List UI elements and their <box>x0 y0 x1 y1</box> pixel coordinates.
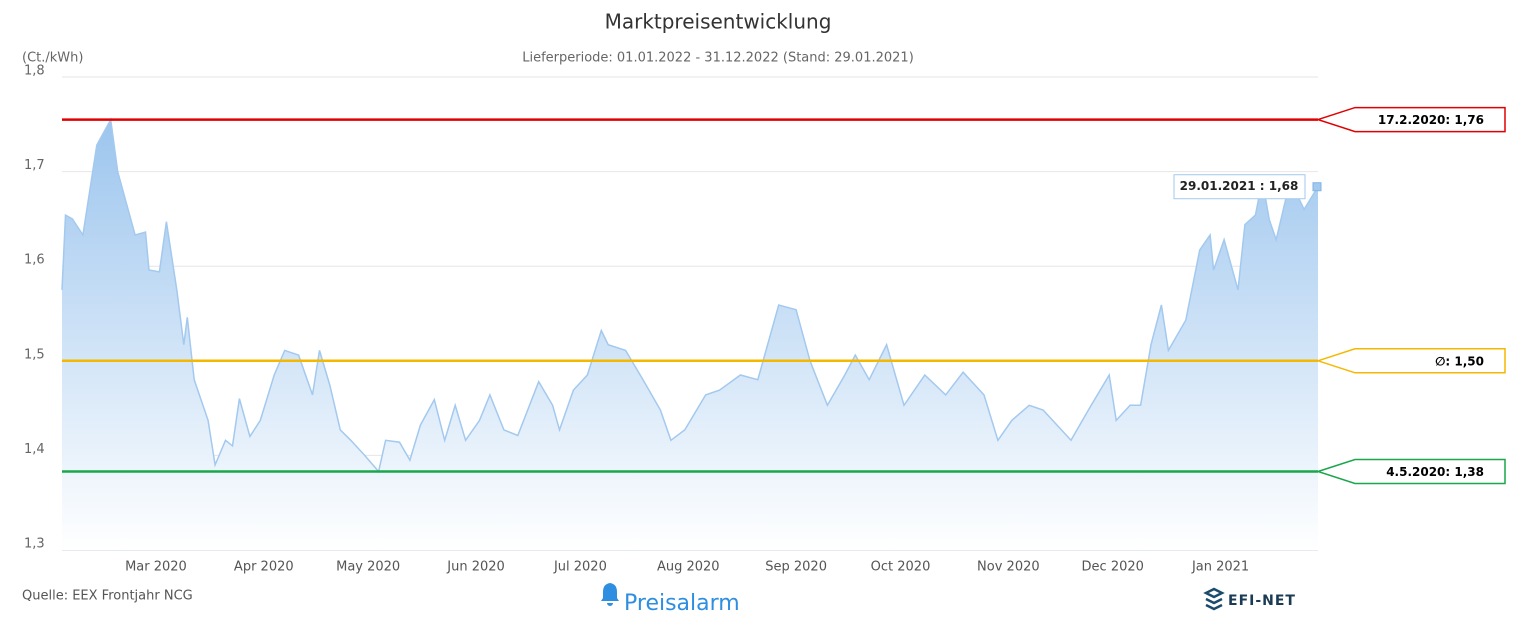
price-alarm-button[interactable]: Preisalarm <box>601 583 740 616</box>
button-label[interactable]: Preisalarm <box>624 591 740 616</box>
x-tick-label: Apr 2020 <box>234 560 294 575</box>
reference-label-box <box>1315 458 1506 485</box>
reference-label-box <box>1315 106 1506 133</box>
x-tick-label: Dec 2020 <box>1082 560 1144 575</box>
y-tick-label: 1,3 <box>24 537 45 552</box>
bell-icon <box>601 583 619 606</box>
line <box>61 117 1319 474</box>
y-axis-label: (Ct./kWh) <box>22 51 83 66</box>
tooltip-text: 29.01.2021 : 1,68 <box>1180 179 1299 193</box>
logo-text: EFI-NET <box>1228 593 1296 609</box>
x-tick-label: Jul 2020 <box>553 560 607 575</box>
x-tick-label: Oct 2020 <box>871 560 931 575</box>
reference-label: 4.5.2020: 1,38 <box>1386 465 1484 479</box>
logo: EFI-NET <box>1203 587 1296 611</box>
y-tick-label: 1,7 <box>24 158 45 173</box>
y-tick-label: 1,6 <box>24 253 45 268</box>
tooltip-box <box>1173 174 1306 200</box>
y-tick-label: 1,8 <box>24 64 45 79</box>
area <box>62 119 1318 550</box>
last-point <box>1312 182 1322 192</box>
y-tick-label: 1,4 <box>24 442 45 457</box>
reference-label: 17.2.2020: 1,76 <box>1378 113 1484 127</box>
x-tick-label: Nov 2020 <box>977 560 1040 575</box>
reference-label-box <box>1315 348 1506 374</box>
reference-label: ∅: 1,50 <box>1435 354 1484 368</box>
chart-title: Marktpreisentwicklung <box>605 10 832 34</box>
logo-icon <box>1203 587 1225 611</box>
x-tick-label: May 2020 <box>336 560 400 575</box>
chart-subtitle: Lieferperiode: 01.01.2022 - 31.12.2022 (… <box>522 51 914 66</box>
x-tick-label: Mar 2020 <box>125 560 187 575</box>
source: Quelle: EEX Frontjahr NCG <box>22 589 193 604</box>
x-tick-label: Sep 2020 <box>765 560 827 575</box>
x-tick-label: Aug 2020 <box>657 560 720 575</box>
x-tick-label: Jun 2020 <box>446 560 505 575</box>
x-tick-label: Jan 2021 <box>1191 560 1249 575</box>
y-tick-label: 1,5 <box>24 347 45 362</box>
